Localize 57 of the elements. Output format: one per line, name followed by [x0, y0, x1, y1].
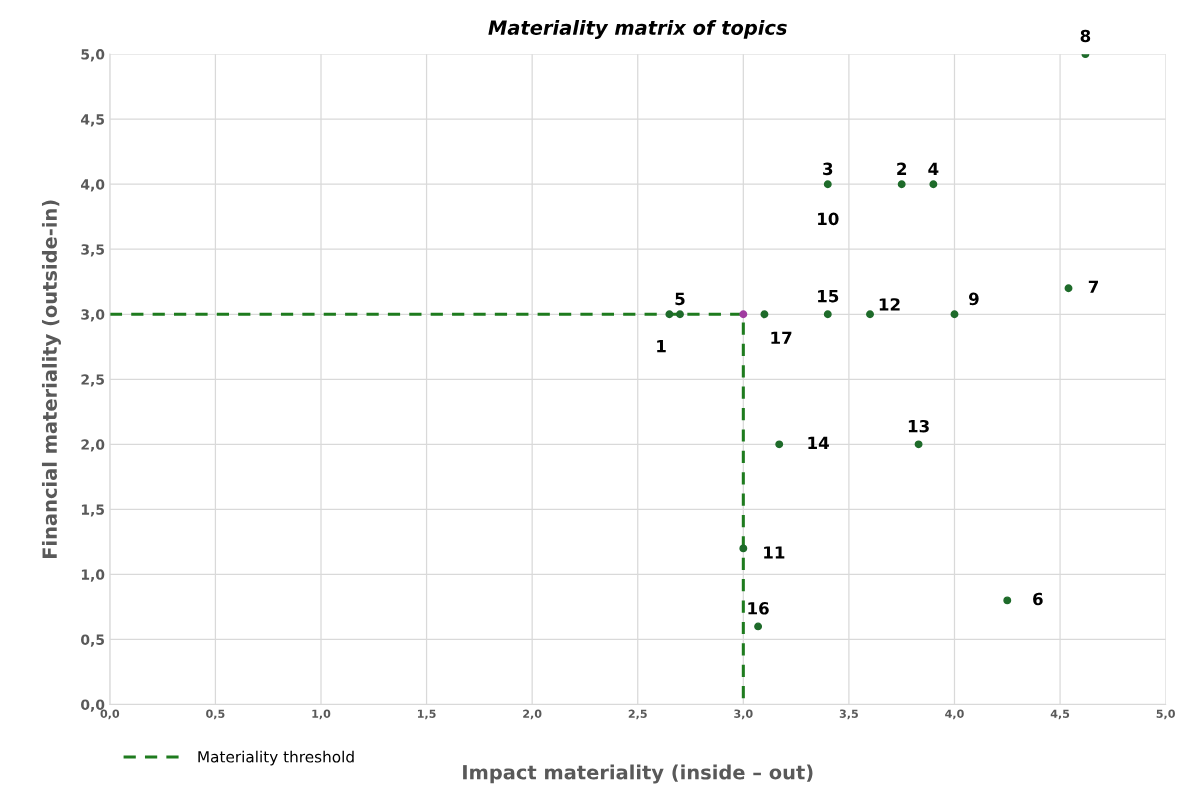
y-tick-label: 2,0	[81, 439, 105, 452]
point	[823, 180, 832, 189]
chart-title: Materiality matrix of topics	[488, 19, 787, 39]
annotation: 4	[928, 162, 939, 175]
y-tick-label: 5,0	[81, 49, 105, 62]
annotation: 8	[1080, 29, 1091, 43]
x-tick-label: 5,0	[1156, 709, 1175, 720]
point	[739, 310, 748, 319]
y-tick-label: 4,5	[80, 114, 104, 127]
x-tick-label: 2,5	[628, 709, 647, 720]
y-tick-label: 2,5	[81, 374, 104, 387]
x-tick-label: 1,0	[312, 709, 331, 720]
legend-label: Materiality threshold	[198, 750, 354, 766]
point	[950, 310, 959, 319]
annotation: 17	[771, 331, 792, 344]
annotation: 6	[1033, 592, 1043, 606]
annotation: 14	[808, 436, 829, 449]
y-tick-label: 1,5	[81, 504, 104, 517]
annotation: 12	[879, 298, 900, 311]
annotation: 15	[818, 290, 839, 303]
point	[929, 180, 938, 189]
point	[866, 310, 874, 319]
annotation: 2	[897, 162, 907, 175]
annotation: 13	[908, 419, 929, 433]
point	[1064, 284, 1073, 293]
annotation: 1	[657, 340, 666, 353]
point	[897, 180, 906, 189]
x-tick-label: 0,5	[206, 709, 225, 720]
x-tick-label: 4,5	[1050, 709, 1070, 720]
point	[754, 622, 763, 631]
y-tick-label: 1,0	[81, 569, 105, 582]
point	[760, 310, 769, 319]
y-tick-label: 3,5	[81, 244, 104, 257]
point	[914, 440, 923, 449]
x-tick-label: 4,0	[945, 709, 964, 720]
annotation: 11	[764, 546, 785, 559]
x-tick-label: 1,5	[417, 709, 436, 720]
annotation: 5	[675, 292, 685, 306]
point	[676, 310, 684, 319]
y-axis-title: Financial materiality (outside-in)	[41, 200, 61, 559]
y-tick-label: 4,0	[80, 179, 105, 192]
point	[739, 544, 748, 553]
point	[823, 310, 832, 319]
annotation: 10	[818, 212, 839, 226]
x-tick-label: 3,5	[839, 709, 858, 720]
x-tick-label: 3,0	[734, 709, 753, 720]
annotation: 3	[823, 162, 833, 176]
point	[665, 310, 674, 319]
annotation: 9	[968, 292, 979, 306]
annotation: 16	[748, 602, 769, 615]
point	[1003, 596, 1012, 605]
y-tick-label: 0,5	[81, 634, 104, 647]
x-axis-title: Impact materiality (inside – out)	[463, 764, 813, 784]
annotation: 7	[1088, 280, 1098, 293]
y-tick-label: 3,0	[81, 309, 105, 322]
x-tick-label: 2,0	[523, 709, 542, 720]
point	[775, 440, 784, 449]
